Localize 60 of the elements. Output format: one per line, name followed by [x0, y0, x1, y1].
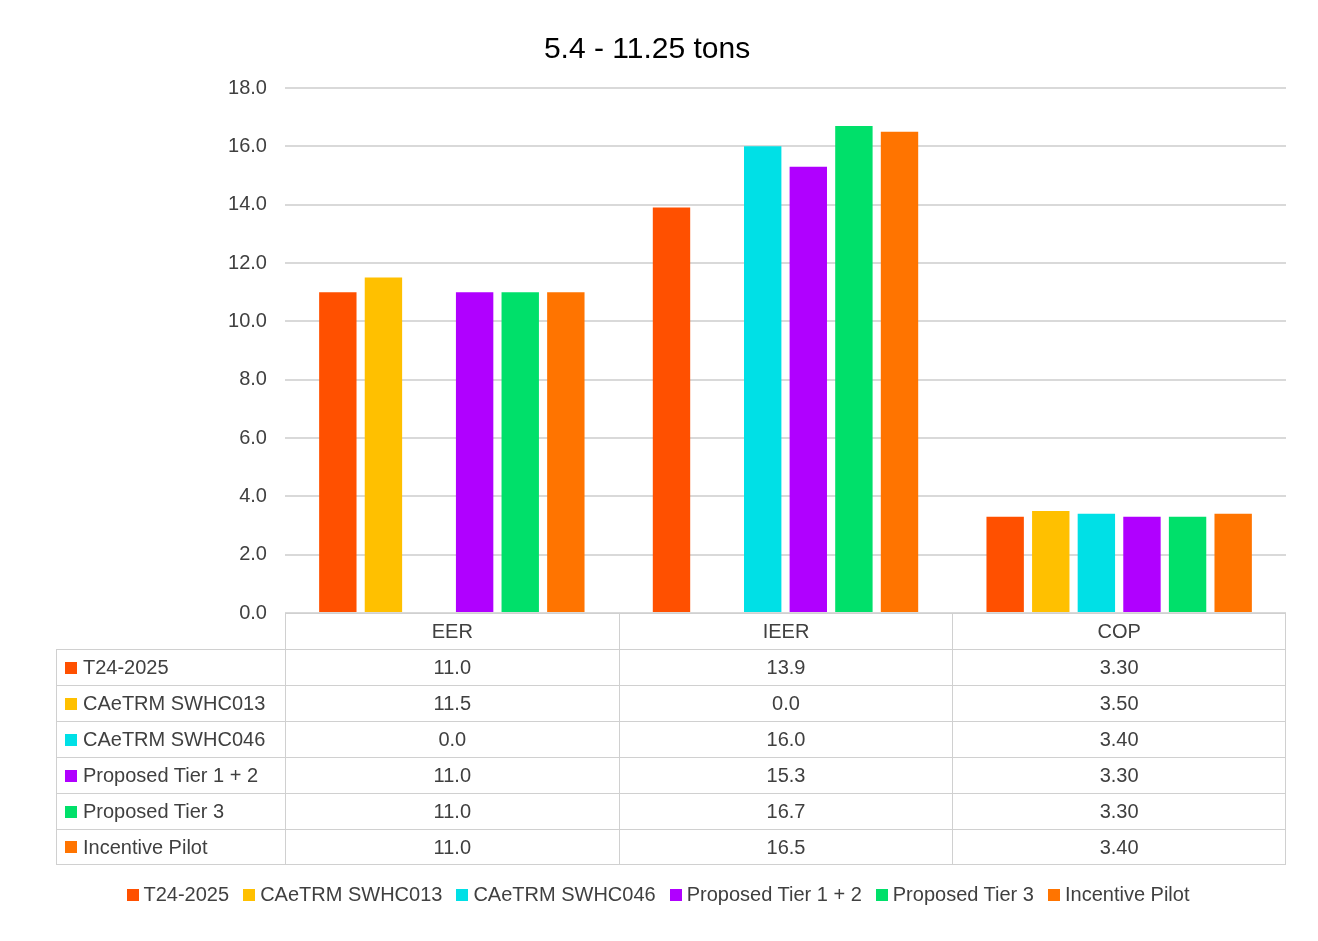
y-tick-label: 8.0 — [239, 367, 267, 390]
text: Incentive Pilot — [83, 835, 208, 858]
bar — [652, 207, 691, 612]
text: T24-2025 — [143, 883, 230, 905]
data-label: 11.0 — [285, 757, 619, 793]
data-label: 3.30 — [952, 793, 1286, 829]
legend-label: T24-2025 — [83, 656, 169, 679]
y-tick-label: 0.0 — [239, 600, 267, 623]
legend-label: CAeTRM SWHC046 — [473, 883, 656, 906]
bar — [1032, 510, 1070, 612]
data-label: 11.5 — [285, 685, 619, 721]
bar — [319, 292, 357, 612]
bar — [1123, 516, 1161, 612]
y-tick-label: 14.0 — [228, 192, 267, 215]
x-tick-label: IEER — [618, 613, 953, 649]
bar — [501, 292, 539, 612]
bar — [835, 125, 873, 612]
data-label: 11.0 — [285, 793, 619, 829]
bar — [364, 277, 403, 612]
y-tick-label: 16.0 — [228, 133, 267, 156]
legend-label: Incentive Pilot — [1064, 883, 1190, 906]
data-label: 13.9 — [618, 649, 953, 685]
data-label: 16.0 — [618, 721, 953, 757]
data-label: 3.30 — [952, 757, 1286, 793]
bar — [1214, 513, 1252, 612]
chart-title: 5.4 - 11.25 tons — [543, 31, 751, 65]
data-label: 11.0 — [285, 649, 619, 685]
text: Proposed Tier 1 + 2 — [686, 883, 862, 905]
x-tick-label: EER — [285, 613, 619, 649]
data-label: 11.0 — [285, 829, 619, 865]
data-label: 16.7 — [618, 793, 953, 829]
legend-label: Proposed Tier 3 — [892, 883, 1034, 906]
y-tick-label: 10.0 — [228, 308, 267, 331]
data-label: 15.3 — [618, 757, 953, 793]
x-tick-label: COP — [952, 613, 1286, 649]
legend-label: CAeTRM SWHC013 — [83, 692, 266, 715]
y-tick-label: 2.0 — [239, 542, 267, 565]
bar — [986, 516, 1024, 612]
y-tick-label: 12.0 — [228, 250, 267, 273]
text: CAeTRM SWHC013 — [260, 883, 443, 905]
text: CAeTRM SWHC046 — [83, 728, 266, 750]
bar — [1077, 513, 1116, 612]
bar — [880, 131, 919, 612]
y-tick-label: 6.0 — [239, 425, 267, 448]
data-label: 3.40 — [952, 829, 1286, 865]
bar — [1168, 516, 1207, 612]
data-label: 0.0 — [618, 685, 953, 721]
data-label: 0.0 — [285, 721, 619, 757]
bar — [789, 166, 827, 612]
data-label: 3.30 — [952, 649, 1286, 685]
y-tick-label: 4.0 — [239, 483, 267, 506]
text: Proposed Tier 3 — [83, 800, 225, 822]
data-label: 16.5 — [618, 829, 953, 865]
data-label: 3.40 — [952, 721, 1286, 757]
data-label: 3.50 — [952, 685, 1286, 721]
legend-label: Proposed Tier 1 + 2 — [83, 764, 259, 787]
bar — [547, 292, 585, 612]
y-tick-label: 18.0 — [228, 75, 267, 98]
bar — [455, 292, 494, 612]
bar — [744, 146, 782, 612]
